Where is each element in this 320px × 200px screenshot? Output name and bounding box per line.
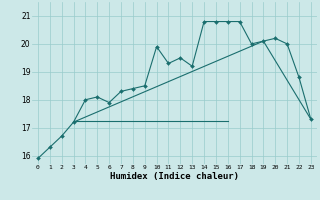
X-axis label: Humidex (Indice chaleur): Humidex (Indice chaleur) [110,172,239,181]
